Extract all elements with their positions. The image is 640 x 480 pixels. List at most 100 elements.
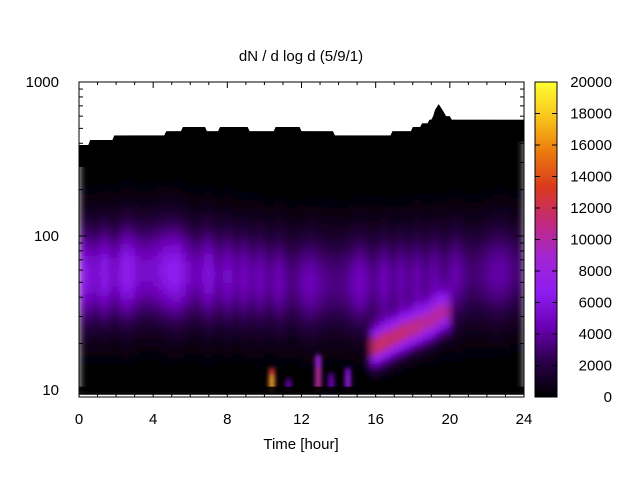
- heatmap-cell: [157, 207, 164, 213]
- heatmap-cell: [361, 165, 367, 171]
- heatmap-cell: [236, 172, 242, 178]
- heatmap-cell: [204, 344, 210, 350]
- heatmap-cell: [213, 336, 219, 342]
- heatmap-cell: [431, 286, 437, 292]
- heatmap-cell: [389, 241, 395, 247]
- heatmap-cell: [190, 366, 196, 372]
- heatmap-cell: [264, 297, 270, 303]
- heatmap-cell: [241, 318, 247, 324]
- heatmap-cell: [282, 238, 289, 244]
- heatmap-cell: [361, 247, 367, 253]
- heatmap-cell: [422, 379, 428, 385]
- heatmap-cell: [417, 157, 423, 163]
- heatmap-cell: [296, 168, 303, 174]
- heatmap-cell: [287, 149, 293, 156]
- heatmap-cell: [83, 372, 89, 378]
- heatmap-cell: [83, 189, 89, 194]
- heatmap-cell: [213, 375, 219, 381]
- heatmap-cell: [190, 362, 196, 368]
- heatmap-cell: [408, 243, 414, 249]
- heatmap-cell: [380, 264, 386, 270]
- heatmap-cell: [194, 344, 201, 350]
- heatmap-cell: [380, 315, 386, 321]
- heatmap-cell: [398, 257, 405, 263]
- heatmap-cell: [129, 354, 136, 360]
- heatmap-cell: [403, 362, 409, 368]
- heatmap-cell: [231, 207, 238, 213]
- heatmap-cell: [213, 266, 219, 272]
- heatmap-cell: [111, 180, 117, 186]
- heatmap-cell: [102, 181, 108, 187]
- heatmap-cell: [296, 296, 303, 302]
- heatmap-cell: [320, 336, 326, 342]
- heatmap-cell: [301, 173, 307, 179]
- heatmap-cell: [245, 353, 252, 359]
- heatmap-cell: [366, 350, 372, 356]
- heatmap-cell: [338, 289, 344, 295]
- heatmap-cell: [426, 370, 432, 376]
- heatmap-cell: [324, 262, 330, 268]
- heatmap-cell: [153, 247, 159, 252]
- heatmap-cell: [236, 340, 242, 346]
- heatmap-cell: [301, 169, 307, 175]
- heatmap-cell: [380, 272, 386, 278]
- heatmap-cell: [361, 161, 367, 167]
- heatmap-cell: [139, 324, 145, 330]
- heatmap-cell: [255, 204, 261, 210]
- heatmap-cell: [176, 213, 182, 219]
- heatmap-cell: [306, 274, 312, 280]
- heatmap-cell: [153, 173, 159, 179]
- heatmap-cell: [408, 248, 414, 254]
- heatmap-cell: [320, 327, 326, 333]
- heatmap-cell: [306, 252, 312, 258]
- heatmap-cell: [375, 229, 381, 235]
- heatmap-cell: [426, 379, 432, 385]
- heatmap-cell: [394, 175, 400, 181]
- heatmap-cell: [106, 236, 113, 242]
- heatmap-cell: [213, 165, 219, 171]
- heatmap-cell: [236, 207, 242, 213]
- heatmap-cell: [139, 341, 145, 347]
- heatmap-cell: [120, 354, 126, 360]
- heatmap-cell: [148, 294, 154, 300]
- heatmap-cell: [459, 270, 465, 276]
- heatmap-cell: [343, 190, 349, 196]
- heatmap-cell: [426, 366, 432, 372]
- heatmap-cell: [315, 201, 321, 207]
- heatmap-cell: [241, 278, 247, 284]
- heatmap-cell: [139, 216, 145, 222]
- heatmap-cell: [310, 270, 317, 276]
- heatmap-cell: [292, 225, 298, 231]
- heatmap-cell: [171, 244, 177, 250]
- heatmap-cell: [408, 256, 414, 262]
- heatmap-cell: [227, 149, 233, 155]
- heatmap-cell: [320, 219, 326, 224]
- heatmap-cell: [79, 310, 85, 316]
- heatmap-cell: [222, 194, 228, 200]
- heatmap-cell: [259, 178, 266, 184]
- heatmap-cell: [79, 239, 85, 245]
- heatmap-cell: [176, 160, 182, 166]
- heatmap-cell: [208, 310, 215, 316]
- heatmap-cell: [204, 164, 210, 170]
- heatmap-cell: [204, 234, 210, 240]
- heatmap-cell: [88, 267, 94, 273]
- heatmap-cell: [264, 161, 270, 167]
- heatmap-cell: [88, 230, 94, 235]
- heatmap-cell: [129, 333, 136, 338]
- heatmap-cell: [403, 165, 409, 171]
- heatmap-cell: [273, 331, 279, 337]
- heatmap-cell: [171, 231, 177, 237]
- heatmap-cell: [449, 214, 456, 220]
- heatmap-cell: [417, 264, 423, 270]
- heatmap-cell: [394, 354, 400, 360]
- heatmap-cell: [445, 351, 451, 358]
- heatmap-cell: [394, 157, 400, 163]
- heatmap-cell: [167, 319, 173, 325]
- heatmap-cell: [250, 155, 256, 161]
- heatmap-cell: [120, 286, 126, 292]
- heatmap-cell: [79, 289, 85, 295]
- heatmap-cell: [333, 380, 340, 386]
- heatmap-cell: [394, 170, 400, 176]
- heatmap-cell: [259, 362, 266, 368]
